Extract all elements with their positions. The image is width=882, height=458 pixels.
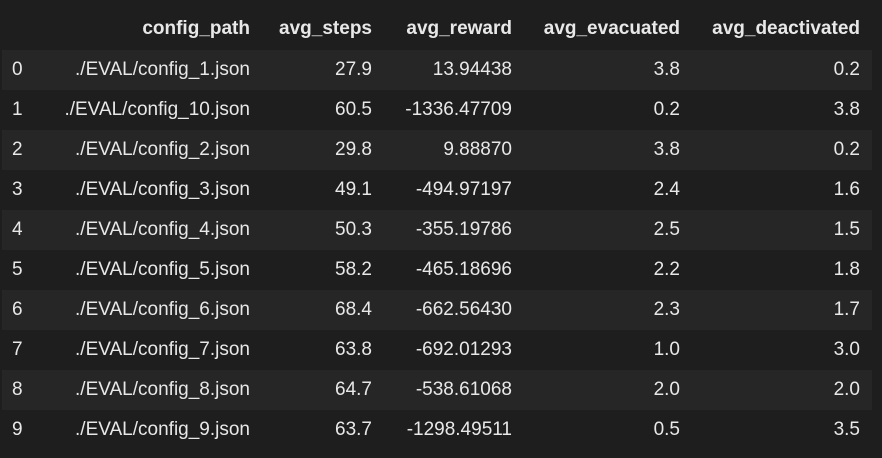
cell-avg-reward: -692.01293 [384,330,524,370]
row-index: 6 [2,290,38,330]
dataframe-table: config_path avg_steps avg_reward avg_eva… [2,8,872,450]
cell-avg-deactivated: 1.8 [692,250,872,290]
cell-config-path: ./EVAL/config_5.json [38,250,262,290]
row-index: 2 [2,130,38,170]
cell-avg-evacuated: 3.8 [524,130,692,170]
cell-avg-evacuated: 2.0 [524,370,692,410]
cell-avg-steps: 68.4 [262,290,384,330]
table-row: 4 ./EVAL/config_4.json 50.3 -355.19786 2.5 1.… [2,210,872,250]
cell-config-path: ./EVAL/config_7.json [38,330,262,370]
table-header: config_path avg_steps avg_reward avg_eva… [2,8,872,50]
cell-avg-deactivated: 1.5 [692,210,872,250]
cell-avg-steps: 63.7 [262,410,384,450]
row-index: 3 [2,170,38,210]
cell-avg-steps: 49.1 [262,170,384,210]
cell-avg-deactivated: 0.2 [692,50,872,90]
row-index: 9 [2,410,38,450]
cell-avg-reward: -494.97197 [384,170,524,210]
row-index: 8 [2,370,38,410]
table-row: 6 ./EVAL/config_6.json 68.4 -662.56430 2.3 1.… [2,290,872,330]
table-row: 5 ./EVAL/config_5.json 58.2 -465.18696 2.2 1.… [2,250,872,290]
cell-config-path: ./EVAL/config_10.json [38,90,262,130]
table-row: 9 ./EVAL/config_9.json 63.7 -1298.49511 0.5 3… [2,410,872,450]
cell-avg-reward: -538.61068 [384,370,524,410]
table-row: 2 ./EVAL/config_2.json 29.8 9.88870 3.8 0.2 [2,130,872,170]
row-index: 0 [2,50,38,90]
cell-avg-reward: 9.88870 [384,130,524,170]
row-index: 7 [2,330,38,370]
table-row: 0 ./EVAL/config_1.json 27.9 13.94438 3.8 0.2 [2,50,872,90]
index-header [2,8,38,50]
table-row: 3 ./EVAL/config_3.json 49.1 -494.97197 2.4 1.… [2,170,872,210]
column-header-avg-deactivated: avg_deactivated [692,8,872,50]
row-index: 5 [2,250,38,290]
cell-avg-deactivated: 3.8 [692,90,872,130]
cell-avg-reward: -1298.49511 [384,410,524,450]
column-header-avg-reward: avg_reward [384,8,524,50]
cell-avg-evacuated: 2.2 [524,250,692,290]
cell-avg-steps: 50.3 [262,210,384,250]
cell-avg-steps: 29.8 [262,130,384,170]
cell-avg-reward: -662.56430 [384,290,524,330]
cell-avg-reward: -465.18696 [384,250,524,290]
cell-avg-reward: -1336.47709 [384,90,524,130]
cell-avg-evacuated: 0.2 [524,90,692,130]
cell-avg-evacuated: 1.0 [524,330,692,370]
cell-config-path: ./EVAL/config_4.json [38,210,262,250]
row-index: 4 [2,210,38,250]
cell-config-path: ./EVAL/config_2.json [38,130,262,170]
cell-config-path: ./EVAL/config_6.json [38,290,262,330]
cell-avg-steps: 58.2 [262,250,384,290]
cell-avg-deactivated: 2.0 [692,370,872,410]
cell-avg-steps: 64.7 [262,370,384,410]
cell-avg-evacuated: 3.8 [524,50,692,90]
cell-config-path: ./EVAL/config_8.json [38,370,262,410]
table-row: 1 ./EVAL/config_10.json 60.5 -1336.47709 0.2… [2,90,872,130]
cell-config-path: ./EVAL/config_3.json [38,170,262,210]
cell-avg-steps: 27.9 [262,50,384,90]
header-row: config_path avg_steps avg_reward avg_eva… [2,8,872,50]
table-row: 7 ./EVAL/config_7.json 63.8 -692.01293 1.0 3.… [2,330,872,370]
cell-config-path: ./EVAL/config_9.json [38,410,262,450]
column-header-avg-steps: avg_steps [262,8,384,50]
cell-avg-reward: -355.19786 [384,210,524,250]
row-index: 1 [2,90,38,130]
cell-avg-deactivated: 0.2 [692,130,872,170]
cell-config-path: ./EVAL/config_1.json [38,50,262,90]
cell-avg-evacuated: 0.5 [524,410,692,450]
cell-avg-deactivated: 3.0 [692,330,872,370]
cell-avg-steps: 60.5 [262,90,384,130]
table-body: 0 ./EVAL/config_1.json 27.9 13.94438 3.8 0.2 1… [2,50,872,450]
cell-avg-evacuated: 2.3 [524,290,692,330]
table-row: 8 ./EVAL/config_8.json 64.7 -538.61068 2.0 2.… [2,370,872,410]
cell-avg-deactivated: 1.6 [692,170,872,210]
cell-avg-deactivated: 1.7 [692,290,872,330]
column-header-avg-evacuated: avg_evacuated [524,8,692,50]
cell-avg-evacuated: 2.5 [524,210,692,250]
cell-avg-deactivated: 3.5 [692,410,872,450]
cell-avg-steps: 63.8 [262,330,384,370]
column-header-config-path: config_path [38,8,262,50]
cell-avg-reward: 13.94438 [384,50,524,90]
cell-avg-evacuated: 2.4 [524,170,692,210]
